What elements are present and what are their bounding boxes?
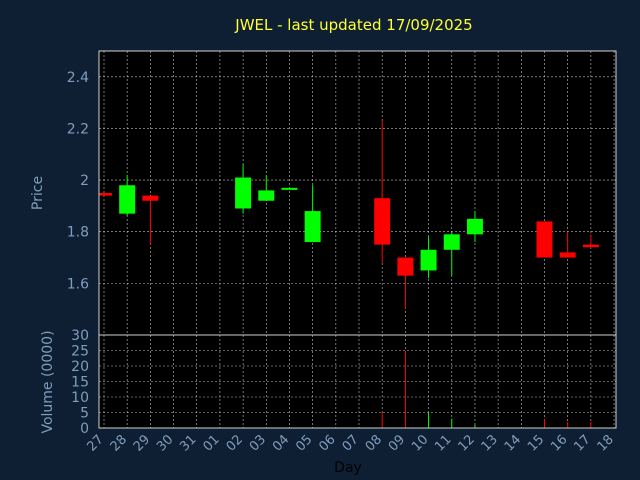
day-tick-label: 01	[200, 432, 222, 454]
day-tick-label: 14	[502, 432, 524, 454]
candle-body-08	[374, 198, 391, 245]
price-axis-label: Price	[30, 176, 46, 210]
day-tick-label: 02	[224, 432, 246, 454]
candle-body-17	[582, 244, 599, 248]
candle-body-16	[559, 252, 576, 258]
candle-body-09	[397, 257, 414, 276]
day-tick-label: 18	[595, 432, 617, 454]
candle-body-05	[304, 211, 321, 243]
price-y-ticks: 1.6 1.8 2 2.2 2.4	[67, 70, 89, 293]
candle-body-04	[281, 187, 298, 190]
day-tick-label: 30	[154, 432, 176, 454]
price-tick-label: 1.8	[67, 225, 89, 241]
price-tick-label: 2.2	[67, 121, 89, 137]
day-tick-label: 31	[177, 432, 199, 454]
day-tick-label: 17	[571, 432, 593, 454]
candle-body-12	[466, 218, 483, 235]
price-panel	[99, 51, 616, 335]
day-tick-label: 05	[293, 432, 315, 454]
candle-body-29	[142, 195, 159, 201]
day-tick-label: 11	[432, 432, 454, 454]
volume-tick-label: 30	[71, 328, 89, 344]
day-tick-label: 15	[525, 432, 547, 454]
day-tick-label: 04	[270, 432, 292, 454]
day-tick-label: 12	[455, 432, 477, 454]
x-axis-label: Day	[334, 460, 362, 476]
volume-tick-label: 20	[71, 359, 89, 375]
candle-body-03	[258, 190, 275, 201]
day-tick-label: 28	[108, 432, 130, 454]
day-tick-label: 09	[386, 432, 408, 454]
day-x-ticks: 27 28 29 30 31 01 02 03 04 05 06 07 08 09 10 11 12 13 14 15…	[85, 432, 617, 454]
volume-tick-label: 10	[71, 390, 89, 406]
day-tick-label: 08	[363, 432, 385, 454]
price-tick-label: 2.4	[67, 70, 89, 86]
volume-panel	[99, 335, 616, 428]
price-tick-label: 1.6	[67, 276, 89, 292]
volume-tick-label: 15	[71, 375, 89, 391]
volume-panel-border	[98, 334, 617, 429]
chart-title: JWEL - last updated 17/09/2025	[234, 16, 472, 34]
candle-body-15	[536, 221, 553, 258]
candle-body-02	[235, 177, 252, 209]
volume-axis-label: Volume (0000)	[40, 330, 56, 433]
day-tick-label: 10	[409, 432, 431, 454]
day-tick-label: 07	[340, 432, 362, 454]
candle-body-28	[119, 185, 136, 214]
candles	[99, 120, 599, 310]
volume-bars	[381, 350, 592, 428]
volume-tick-label: 5	[80, 406, 89, 422]
candle-body-11	[443, 234, 460, 250]
volume-tick-label: 0	[80, 421, 89, 437]
day-tick-label: 16	[548, 432, 570, 454]
volume-tick-label: 25	[71, 344, 89, 360]
price-tick-label: 2	[80, 173, 89, 189]
candle-body-10	[420, 249, 437, 271]
day-tick-label: 29	[131, 432, 153, 454]
day-tick-label: 13	[479, 432, 501, 454]
day-tick-label: 03	[247, 432, 269, 454]
candle-body-27	[99, 193, 112, 196]
day-tick-label: 06	[316, 432, 338, 454]
